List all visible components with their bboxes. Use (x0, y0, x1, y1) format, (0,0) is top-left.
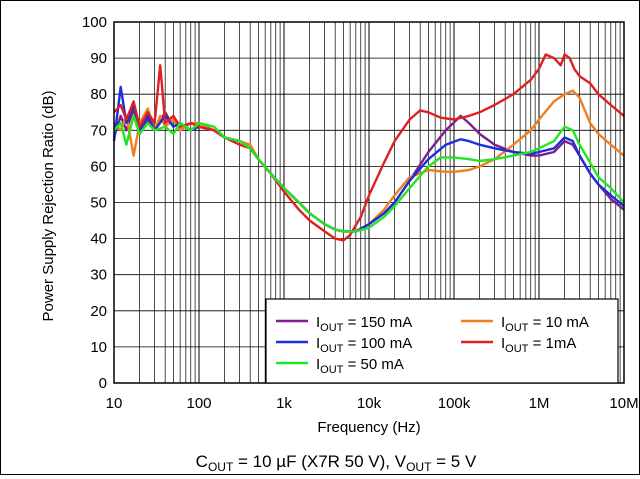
x-tick-label: 10 (106, 395, 123, 412)
caption: COUT = 10 µF (X7R 50 V), VOUT = 5 V (196, 452, 477, 474)
x-tick-label: 10k (357, 395, 382, 412)
x-axis-label: Frequency (Hz) (317, 419, 420, 436)
y-tick-label: 30 (90, 267, 107, 284)
y-tick-label: 20 (90, 303, 107, 320)
caption-c: C (196, 452, 208, 471)
caption-c-rest: = 10 µF (X7R 50 V), V (233, 452, 406, 471)
legend-entry: IOUT = 1mA (501, 335, 576, 355)
x-tick-label: 1k (276, 395, 292, 412)
legend-entry: IOUT = 10 mA (501, 314, 589, 334)
y-tick-label: 80 (90, 86, 107, 103)
series-line (113, 53, 625, 242)
legend-entry: IOUT = 50 mA (316, 356, 404, 376)
legend-box (265, 298, 619, 384)
y-tick-label: 0 (99, 375, 107, 392)
x-tick-label: 100 (186, 395, 211, 412)
y-axis-label: Power Supply Rejection Ratio (dB) (40, 91, 57, 322)
x-tick-label: 10M (609, 395, 638, 412)
y-tick-label: 60 (90, 158, 107, 175)
caption-c-sub: OUT (208, 460, 234, 474)
y-tick-label: 50 (90, 195, 107, 212)
y-tick-label: 100 (82, 14, 107, 31)
x-tick-label: 100k (438, 395, 471, 412)
legend-entry: IOUT = 100 mA (316, 335, 412, 355)
tick-labels: 10 100 1k 10k 100k 1M 10M 0 10 20 30 40 50 60 70 80 90 10… (82, 14, 639, 412)
series-lines (112, 53, 625, 242)
x-tick-label: 1M (529, 395, 550, 412)
y-tick-label: 40 (90, 231, 107, 248)
series-line (113, 114, 625, 233)
legend-entry: IOUT = 150 mA (316, 314, 412, 334)
y-tick-label: 10 (90, 339, 107, 356)
y-tick-label: 70 (90, 122, 107, 139)
caption-v-rest: = 5 V (431, 452, 477, 471)
caption-v-sub: OUT (406, 460, 432, 474)
y-tick-label: 90 (90, 50, 107, 67)
